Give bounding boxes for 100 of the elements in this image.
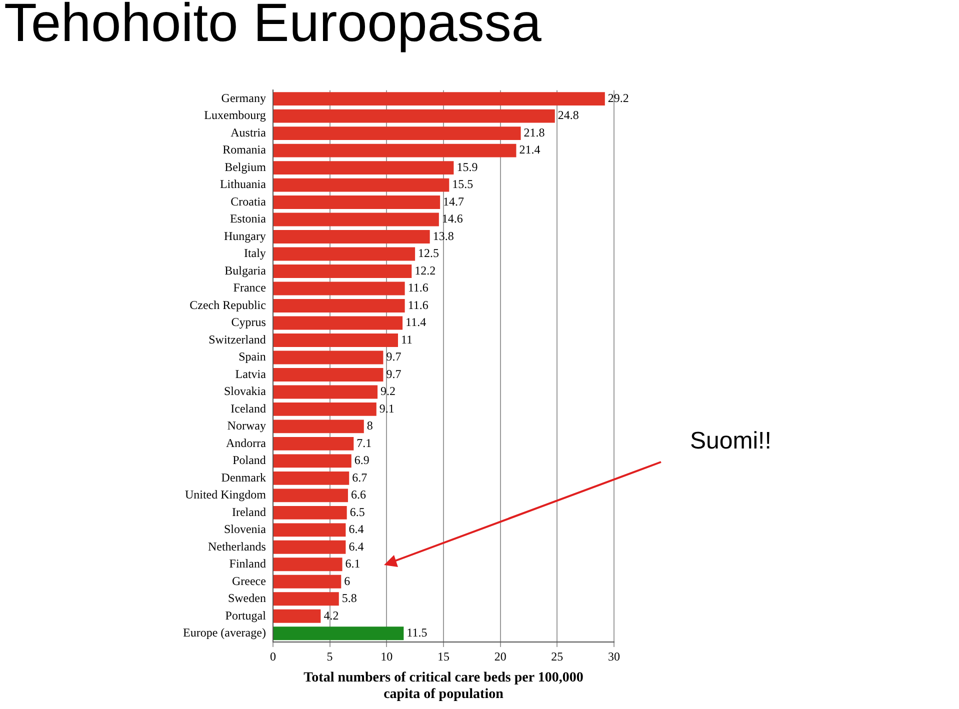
y-tick-label: Norway	[227, 418, 266, 433]
data-label: 6.1	[345, 556, 360, 571]
data-label: 14.7	[443, 194, 464, 208]
bar	[273, 299, 405, 312]
y-tick-label: Slovakia	[224, 384, 267, 398]
data-label: 6.7	[352, 470, 368, 484]
bar	[273, 471, 350, 485]
bar	[273, 178, 450, 192]
data-label: 6	[344, 574, 350, 588]
data-label: 21.4	[519, 142, 540, 157]
bar	[273, 609, 321, 623]
y-tick-label: Lithuania	[220, 177, 267, 192]
bar	[273, 454, 352, 468]
chart-title: Tehohoito Euroopassa	[4, 0, 542, 54]
bar	[273, 558, 342, 572]
data-label: 9.7	[386, 350, 402, 364]
bar	[273, 196, 440, 210]
data-label: 8	[366, 418, 373, 433]
data-label: 7.1	[356, 436, 372, 450]
bar	[273, 212, 439, 226]
x-tick-label: 25	[551, 649, 564, 664]
text: Suomi!!	[690, 428, 772, 455]
bar	[273, 334, 398, 347]
bar	[273, 109, 555, 123]
bar	[273, 488, 348, 502]
bar	[273, 92, 605, 106]
x-tick-label: 10	[380, 649, 393, 664]
bar	[273, 264, 412, 278]
x-tick-label: 15	[437, 649, 450, 664]
bar	[273, 144, 516, 158]
y-tick-label: Finland	[229, 556, 266, 571]
data-label: 11.4	[406, 315, 426, 330]
y-tick-label: Bulgaria	[224, 263, 267, 278]
y-tick-label: Latvia	[235, 366, 267, 381]
data-label: 9.7	[386, 366, 402, 381]
data-label: 6.4	[348, 522, 364, 536]
data-label: 6.4	[348, 539, 364, 554]
data-label: 11.5	[406, 626, 428, 640]
data-label: 12.5	[418, 246, 440, 260]
bar	[273, 316, 403, 330]
y-tick-label: Netherlands	[208, 539, 266, 554]
x-tick-label: 20	[494, 649, 506, 664]
x-tick-label: 0	[270, 649, 276, 664]
y-tick-label: Estonia	[230, 212, 267, 226]
y-tick-label: Spain	[238, 350, 266, 364]
bar	[273, 161, 454, 175]
y-tick-label: Poland	[232, 453, 266, 468]
data-label: 11.6	[408, 280, 428, 295]
data-label: 11.6	[408, 298, 428, 312]
data-label: 14.6	[442, 212, 463, 226]
y-tick-label: Italy	[244, 246, 266, 260]
data-label: 12.2	[414, 263, 436, 278]
bar	[273, 230, 430, 244]
y-tick-label: Romania	[222, 142, 267, 157]
bar	[273, 574, 342, 588]
y-tick-label: Cyprus	[231, 315, 266, 330]
y-tick-label: Hungary	[224, 228, 266, 243]
data-label: 4.2	[324, 608, 339, 622]
bar	[273, 626, 404, 640]
data-label: 15.9	[456, 160, 478, 174]
y-tick-label: Iceland	[230, 401, 266, 416]
bar	[273, 350, 384, 364]
x-axis-title: Total numbers of critical care beds per 100,000 capita of population	[304, 670, 584, 702]
y-tick-label: Belgium	[224, 160, 267, 174]
y-tick-label: France	[233, 280, 266, 295]
y-tick-label: Austria	[230, 125, 267, 140]
data-label: 9.1	[379, 401, 394, 416]
data-label: 6.5	[350, 504, 365, 519]
y-tick-label: Ireland	[232, 504, 266, 519]
y-tick-label: Luxembourg	[204, 108, 266, 122]
bar	[273, 385, 378, 399]
y-tick-label: United Kingdom	[184, 488, 267, 502]
bar	[273, 420, 364, 434]
data-label: 15.5	[452, 177, 474, 192]
y-tick-label: Germany	[221, 90, 266, 105]
bar	[273, 368, 384, 382]
bar	[273, 436, 354, 450]
data-label: 21.8	[524, 125, 545, 140]
y-tick-label: Denmark	[221, 470, 266, 484]
data-label: 6.9	[354, 453, 370, 468]
data-label: 5.8	[342, 591, 357, 606]
y-tick-label: Greece	[232, 574, 266, 588]
bar	[273, 540, 346, 554]
bar	[273, 282, 405, 296]
y-tick-label: Switzerland	[208, 332, 266, 346]
y-tick-label: Croatia	[230, 194, 267, 208]
bar	[273, 523, 346, 537]
bar	[273, 506, 347, 520]
y-tick-label: Andorra	[226, 436, 267, 450]
bar	[273, 592, 339, 606]
y-tick-label: Sweden	[228, 591, 266, 606]
bar	[273, 247, 416, 261]
data-label: 11	[401, 332, 413, 346]
bar	[273, 126, 521, 140]
data-label: 24.8	[558, 108, 579, 122]
y-tick-label: Europe (average)	[182, 626, 266, 640]
x-tick-label: 5	[326, 649, 333, 664]
y-tick-label: Portugal	[225, 608, 267, 622]
data-label: 29.2	[608, 90, 629, 105]
y-tick-label: Slovenia	[224, 522, 267, 536]
